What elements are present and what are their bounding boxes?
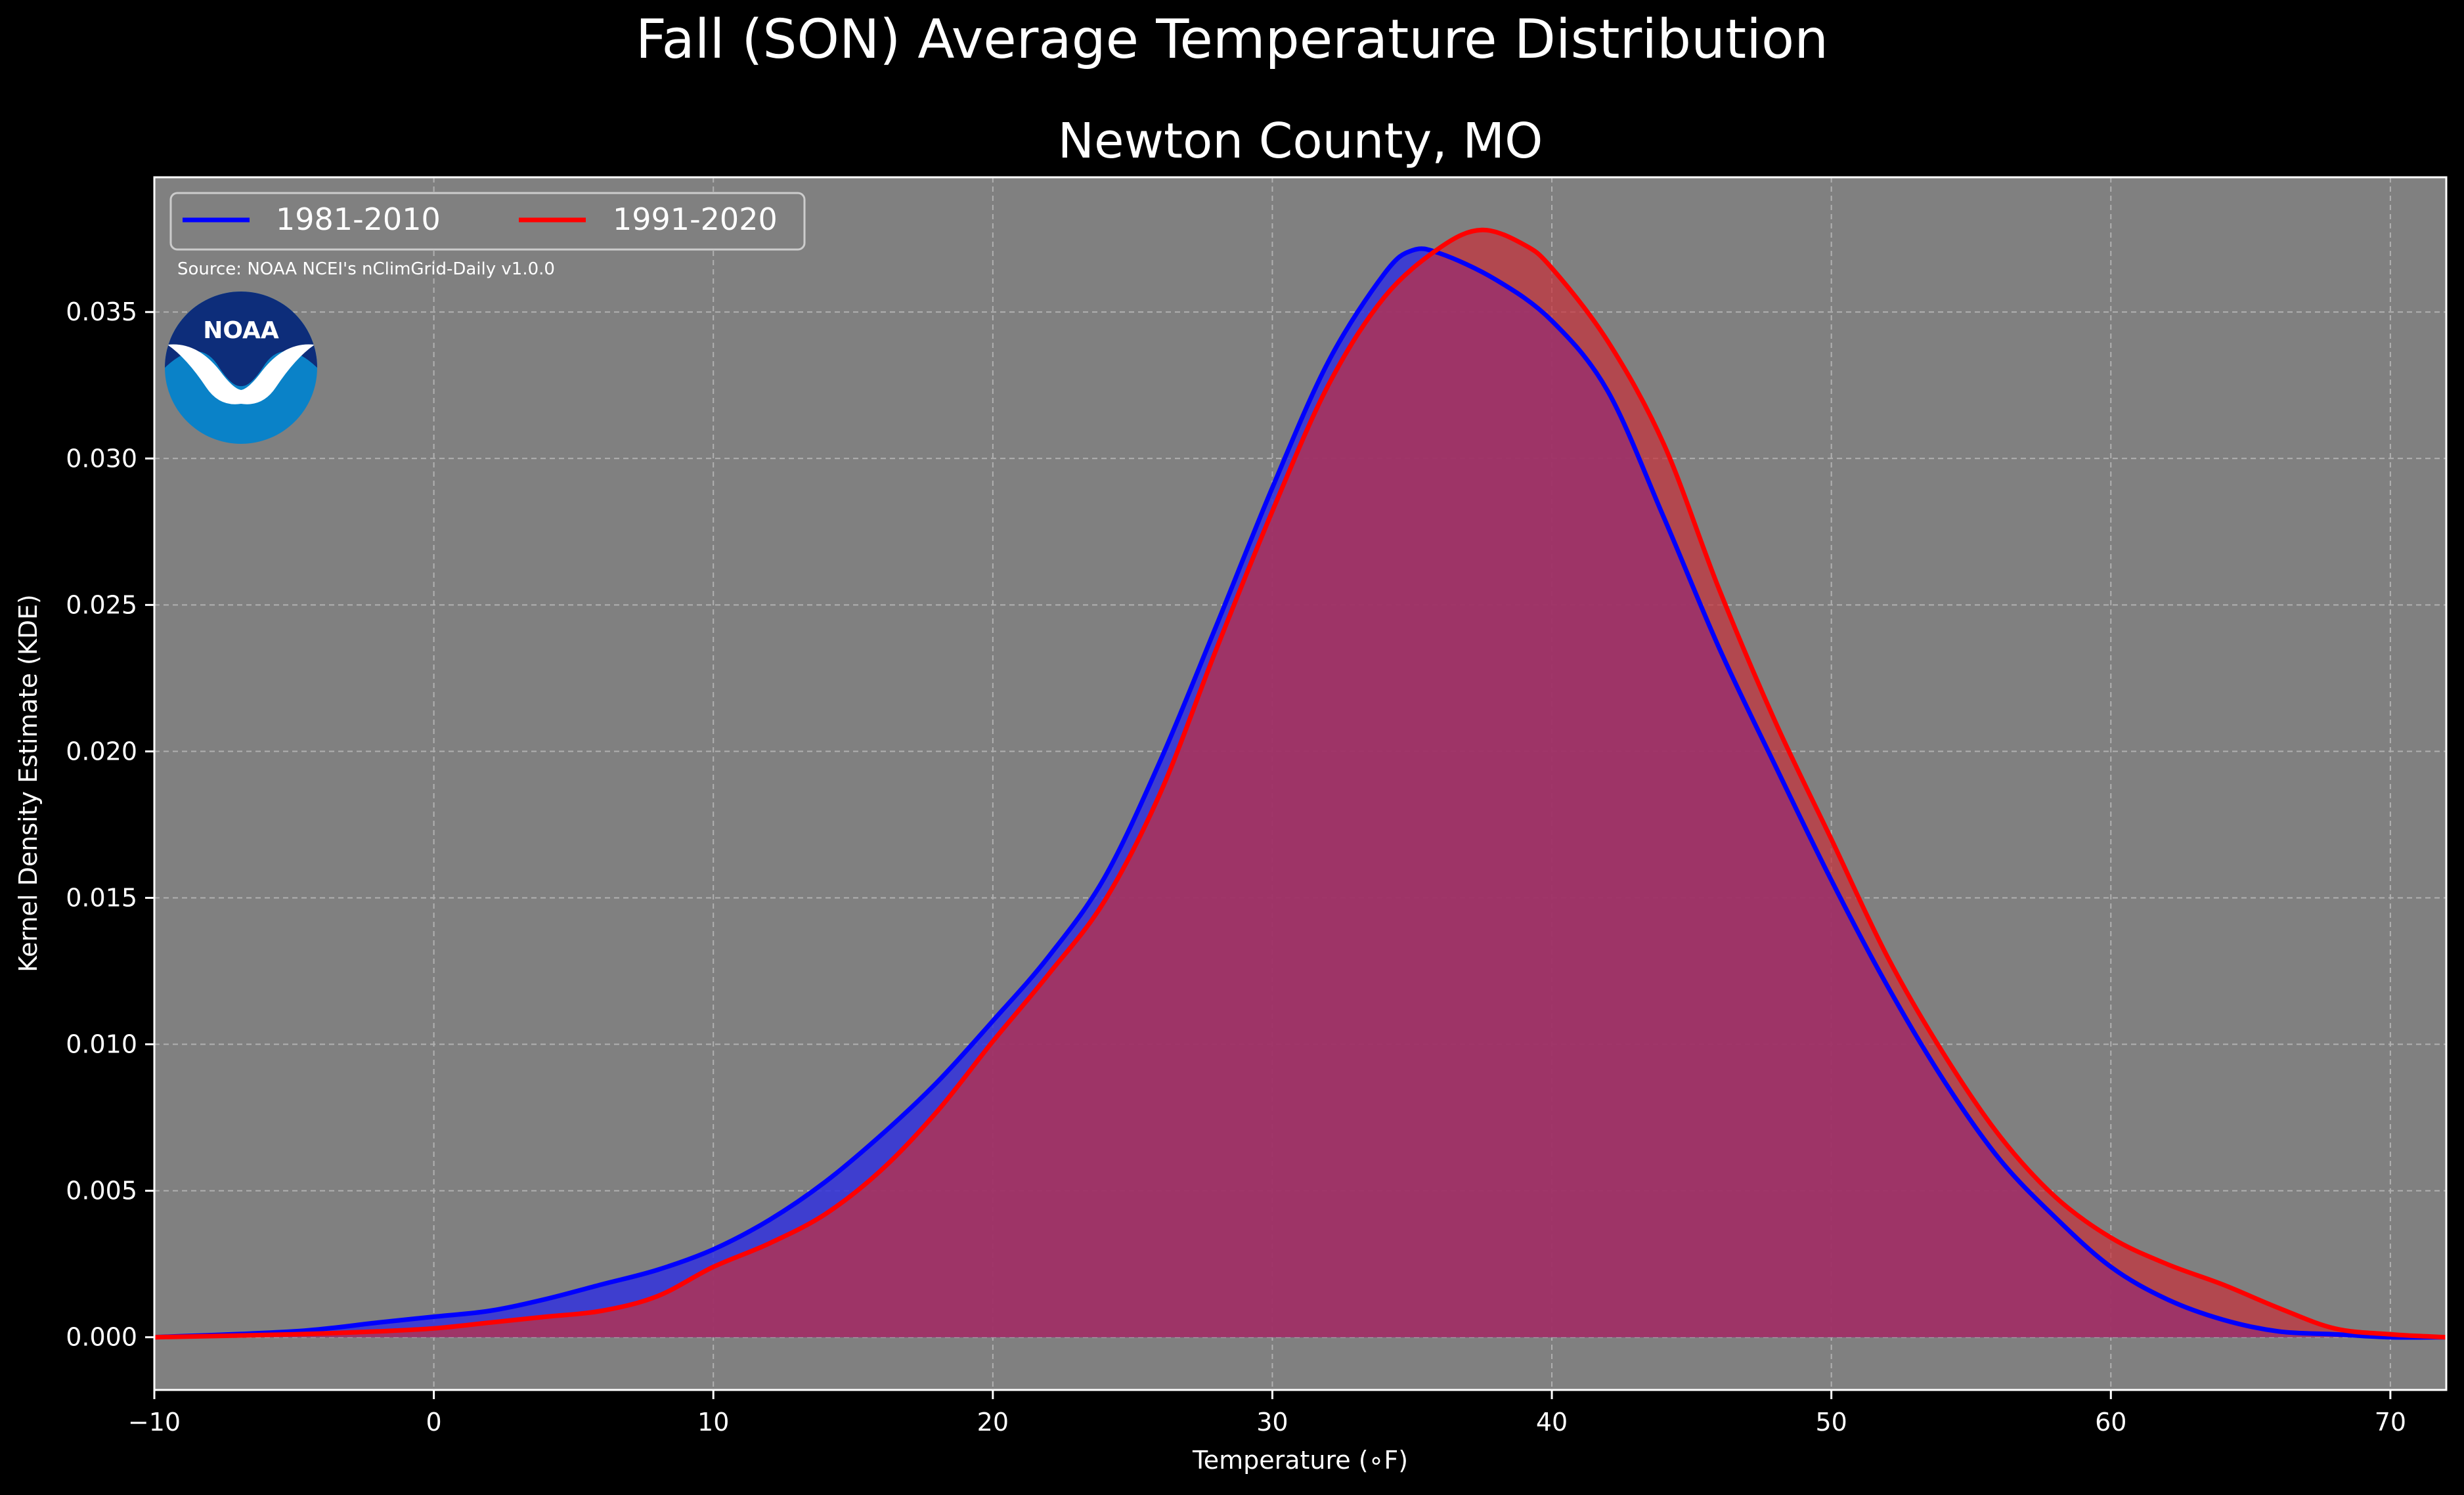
x-tick-label: 10: [697, 1408, 729, 1437]
legend-label-1991-2020: 1991-2020: [613, 202, 778, 237]
y-tick-label: 0.005: [66, 1177, 137, 1205]
area-1991-2020: [154, 230, 2446, 1337]
y-tick-label: 0.035: [66, 297, 137, 326]
x-tick-label: 30: [1256, 1408, 1288, 1437]
y-tick-label: 0.030: [66, 444, 137, 473]
y-tick-label: 0.020: [66, 737, 137, 766]
source-note: Source: NOAA NCEI's nClimGrid-Daily v1.0…: [177, 259, 555, 279]
line-1991-2020: [154, 227, 2447, 1340]
line-1981-2010: [154, 246, 2447, 1340]
x-tick-label: 40: [1536, 1408, 1568, 1437]
legend: 1981-2010 1991-2020: [169, 192, 806, 251]
x-tick-label: 60: [2095, 1408, 2126, 1437]
y-tick-label: 0.010: [66, 1030, 137, 1059]
noaa-logo-text: NOAA: [203, 317, 279, 344]
series-layer: [154, 227, 2447, 1340]
plot-frame: [153, 176, 2448, 1391]
y-axis-label: Kernel Density Estimate (KDE): [14, 594, 43, 972]
legend-label-1981-2010: 1981-2010: [276, 202, 441, 237]
x-tick-label: −10: [128, 1408, 181, 1437]
noaa-logo: NOAA: [165, 292, 317, 444]
y-tick-label: 0.015: [66, 883, 137, 912]
x-tick-label: 0: [426, 1408, 442, 1437]
y-tick-label: 0.000: [66, 1323, 137, 1352]
legend-box: [169, 192, 806, 251]
figure-suptitle: Fall (SON) Average Temperature Distribut…: [636, 9, 1828, 71]
x-tick-label: 50: [1815, 1408, 1847, 1437]
x-tick-label: 70: [2375, 1408, 2406, 1437]
y-tick-label: 0.025: [66, 590, 137, 619]
x-axis-label: Temperature (∘F): [1192, 1446, 1408, 1475]
x-axis-ticks: −10 0 10 20 30 40 50 60 70: [128, 1390, 2406, 1437]
plot-title: Newton County, MO: [1058, 113, 1543, 169]
y-axis-ticks: 0.000 0.005 0.010 0.015 0.020 0.025 0.030 0.035: [66, 297, 154, 1352]
x-tick-label: 20: [977, 1408, 1009, 1437]
